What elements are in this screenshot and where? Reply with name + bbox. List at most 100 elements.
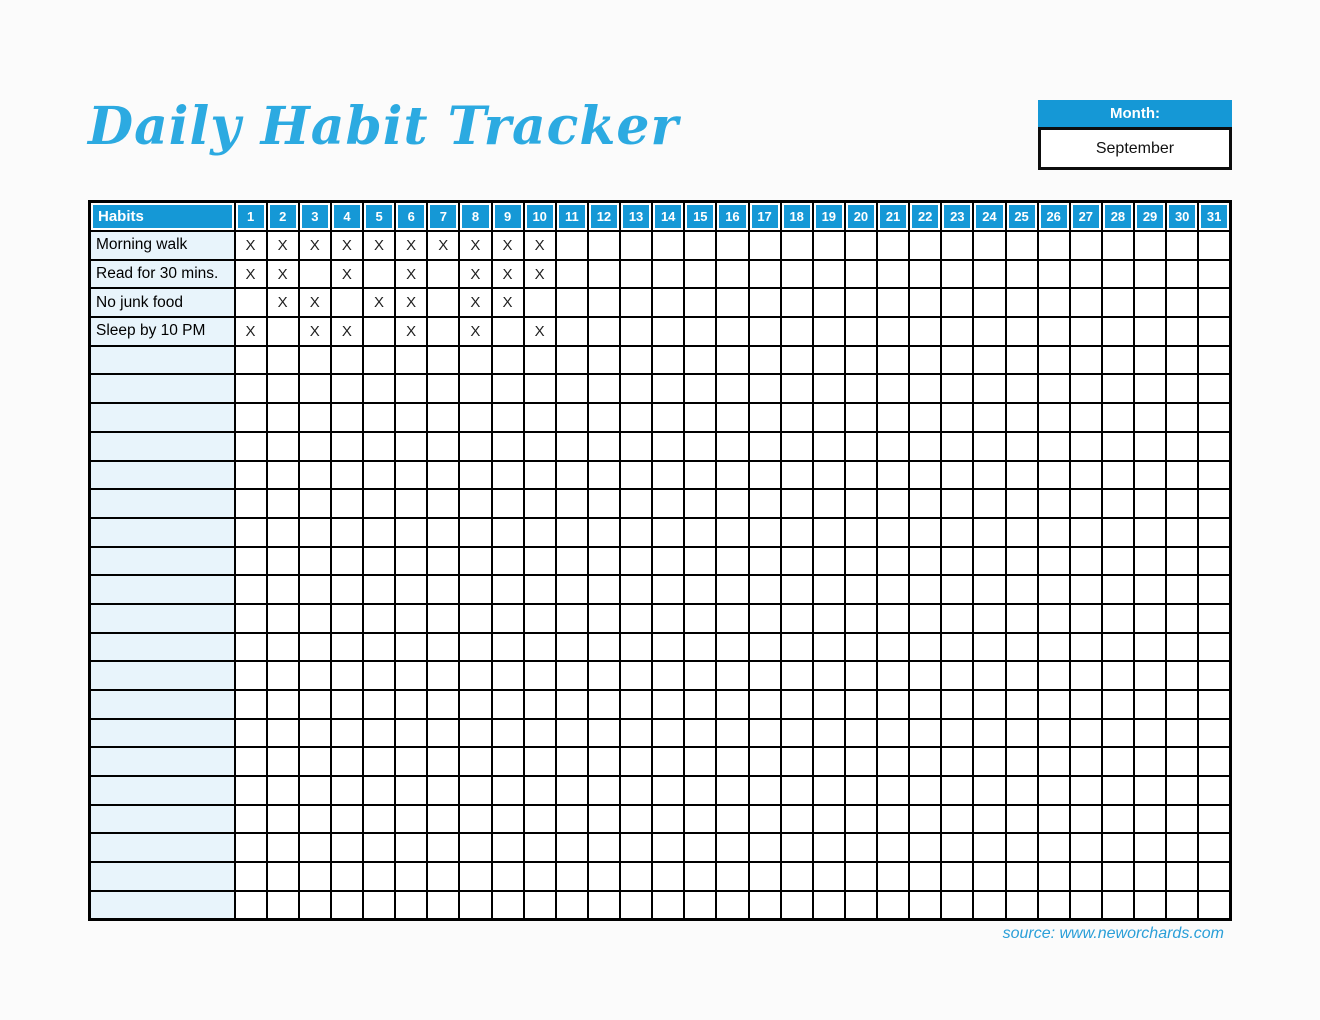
day-cell-10[interactable] [522,344,557,376]
day-cell-27[interactable] [1068,516,1103,548]
day-cell-5[interactable] [361,832,397,864]
day-cell-10[interactable] [522,545,557,577]
day-cell-19[interactable] [811,775,846,806]
day-cell-5[interactable]: X [361,230,397,261]
day-cell-15[interactable] [683,545,718,577]
day-cell-3[interactable] [297,258,332,290]
day-cell-21[interactable] [875,889,911,921]
day-cell-19[interactable] [811,344,846,376]
day-cell-31[interactable] [1197,545,1232,577]
habit-name-cell[interactable] [88,344,236,376]
day-cell-15[interactable] [683,258,718,290]
day-cell-21[interactable] [875,402,911,433]
day-cell-17[interactable] [747,258,782,290]
day-cell-30[interactable] [1165,230,1200,261]
day-cell-2[interactable] [265,516,300,548]
day-cell-14[interactable] [651,574,686,605]
day-cell-22[interactable] [908,516,943,548]
day-cell-4[interactable] [329,746,365,778]
day-cell-19[interactable] [811,287,846,319]
day-cell-28[interactable] [1100,717,1136,749]
day-cell-1[interactable]: X [233,316,268,347]
day-cell-12[interactable] [586,660,622,691]
day-cell-11[interactable] [554,373,589,405]
day-cell-25[interactable] [1004,287,1039,319]
day-cell-24[interactable] [972,316,1007,347]
day-cell-23[interactable] [940,746,975,778]
day-cell-29[interactable] [1132,631,1168,663]
day-cell-7[interactable] [426,344,461,376]
day-cell-18[interactable] [779,631,814,663]
day-cell-12[interactable] [586,516,622,548]
day-cell-2[interactable] [265,746,300,778]
day-cell-14[interactable] [651,631,686,663]
day-cell-2[interactable] [265,545,300,577]
day-cell-2[interactable] [265,660,300,691]
habit-name-cell[interactable] [88,488,236,519]
day-cell-3[interactable]: X [297,316,332,347]
day-cell-30[interactable] [1165,631,1200,663]
day-cell-13[interactable] [618,230,654,261]
day-cell-29[interactable] [1132,803,1168,835]
day-cell-5[interactable]: X [361,287,397,319]
day-cell-30[interactable] [1165,689,1200,720]
day-cell-30[interactable] [1165,889,1200,921]
day-cell-2[interactable]: X [265,287,300,319]
day-cell-6[interactable] [394,402,429,433]
day-cell-5[interactable] [361,717,397,749]
day-cell-7[interactable] [426,889,461,921]
day-cell-10[interactable] [522,660,557,691]
day-cell-8[interactable]: X [458,316,493,347]
day-cell-12[interactable] [586,230,622,261]
day-cell-15[interactable] [683,803,718,835]
day-cell-9[interactable] [490,402,525,433]
day-cell-29[interactable] [1132,689,1168,720]
day-cell-11[interactable] [554,287,589,319]
day-cell-1[interactable] [233,574,268,605]
day-cell-2[interactable] [265,889,300,921]
day-cell-21[interactable] [875,258,911,290]
day-cell-24[interactable] [972,775,1007,806]
day-cell-27[interactable] [1068,689,1103,720]
day-cell-21[interactable] [875,803,911,835]
day-cell-4[interactable] [329,775,365,806]
day-cell-28[interactable] [1100,316,1136,347]
day-cell-25[interactable] [1004,631,1039,663]
day-cell-18[interactable] [779,574,814,605]
habit-name-cell[interactable] [88,746,236,778]
day-cell-10[interactable] [522,803,557,835]
day-cell-6[interactable] [394,889,429,921]
day-cell-2[interactable] [265,459,300,491]
day-cell-30[interactable] [1165,488,1200,519]
day-cell-17[interactable] [747,459,782,491]
day-cell-9[interactable] [490,516,525,548]
day-cell-15[interactable] [683,631,718,663]
day-cell-3[interactable] [297,344,332,376]
day-cell-3[interactable] [297,746,332,778]
day-cell-20[interactable] [843,258,879,290]
day-cell-8[interactable] [458,775,493,806]
day-cell-29[interactable] [1132,344,1168,376]
day-cell-26[interactable] [1036,717,1071,749]
day-cell-18[interactable] [779,459,814,491]
day-cell-11[interactable] [554,689,589,720]
day-cell-5[interactable] [361,258,397,290]
day-cell-9[interactable] [490,373,525,405]
day-cell-16[interactable] [715,602,750,634]
day-cell-20[interactable] [843,803,879,835]
day-cell-18[interactable] [779,832,814,864]
day-cell-23[interactable] [940,545,975,577]
day-cell-24[interactable] [972,488,1007,519]
day-cell-17[interactable] [747,316,782,347]
day-cell-13[interactable] [618,316,654,347]
day-cell-5[interactable] [361,344,397,376]
day-cell-22[interactable] [908,832,943,864]
day-cell-1[interactable] [233,832,268,864]
day-cell-22[interactable] [908,488,943,519]
day-cell-11[interactable] [554,430,589,462]
day-cell-22[interactable] [908,258,943,290]
day-cell-28[interactable] [1100,574,1136,605]
day-cell-6[interactable] [394,459,429,491]
day-cell-6[interactable] [394,516,429,548]
day-cell-7[interactable] [426,631,461,663]
